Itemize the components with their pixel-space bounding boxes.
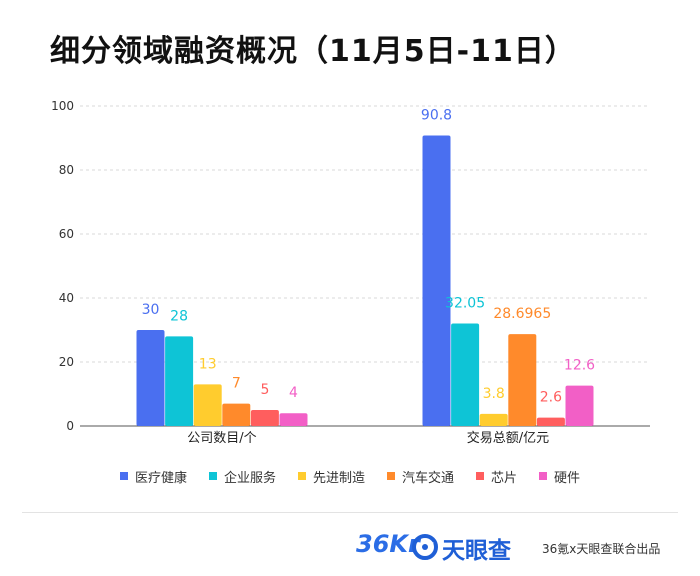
legend-label: 汽车交通: [402, 470, 455, 486]
data-label: 30: [142, 302, 160, 318]
y-tick-label: 100: [51, 99, 74, 113]
y-tick-label: 80: [59, 163, 74, 177]
x-category-label: 交易总额/亿元: [467, 430, 549, 446]
y-tick-label: 40: [59, 291, 74, 305]
data-label: 90.8: [421, 107, 452, 123]
bar: [250, 410, 279, 426]
legend-item: 先进制造: [297, 467, 365, 486]
data-label: 13: [199, 356, 217, 372]
data-label: 7: [232, 376, 241, 392]
source-note: 36氪x天眼查联合出品: [542, 542, 661, 556]
bar: [193, 384, 222, 426]
legend-swatch: [119, 472, 128, 480]
legend-item: 企业服务: [208, 467, 276, 486]
logo-36kr: 36Kr: [356, 530, 420, 558]
x-category-label: 公司数目/个: [187, 431, 256, 446]
y-tick-label: 20: [59, 355, 74, 369]
legend-swatch: [297, 472, 306, 480]
legend: 医疗健康 企业服务 先进制造 汽车交通 芯片 硬件: [0, 466, 700, 486]
legend-swatch: [476, 472, 485, 480]
legend-item: 硬件: [539, 467, 580, 486]
bar: [536, 417, 565, 426]
bar: [565, 385, 594, 426]
bar: [136, 330, 165, 426]
bar: [508, 334, 537, 426]
legend-swatch: [387, 472, 395, 480]
data-label: 32.05: [445, 295, 485, 311]
data-label: 5: [260, 382, 269, 398]
y-tick-label: 0: [66, 419, 74, 433]
legend-label: 企业服务: [223, 470, 276, 486]
legend-label: 芯片: [491, 470, 518, 486]
data-label: 4: [289, 385, 298, 401]
legend-swatch: [208, 472, 217, 480]
chart-title: 细分领域融资概况（11月5日-11日）: [50, 34, 576, 69]
data-label: 3.8: [483, 386, 505, 402]
legend-label: 医疗健康: [134, 470, 187, 486]
footer-divider: [22, 512, 678, 513]
data-label: 28.6965: [493, 306, 551, 322]
legend-item: 医疗健康: [119, 467, 187, 486]
legend-item: 芯片: [476, 467, 517, 486]
bar: [279, 413, 308, 426]
legend-swatch: [539, 472, 548, 480]
bar: [422, 135, 451, 426]
y-tick-label: 60: [59, 227, 74, 241]
legend-label: 硬件: [554, 470, 581, 486]
bar-chart: 0 20 40 60 80 100 30 28 13 7 5 4 公司数目/个 90.8 32.05 3.8 2…: [51, 99, 650, 446]
legend-label: 先进制造: [312, 470, 365, 486]
bar: [479, 413, 508, 426]
bar: [222, 403, 251, 426]
bar: [165, 336, 194, 426]
logo-tianyancha: 天眼查: [442, 538, 511, 564]
footer: 36Kr 天眼查 36氪x天眼查联合出品: [0, 528, 700, 568]
data-label: 12.6: [564, 358, 595, 374]
data-label: 2.6: [540, 390, 562, 406]
bar: [451, 323, 480, 426]
tianyancha-logo-icon: [412, 534, 438, 560]
legend-item: 汽车交通: [387, 467, 454, 486]
data-label: 28: [170, 308, 188, 324]
